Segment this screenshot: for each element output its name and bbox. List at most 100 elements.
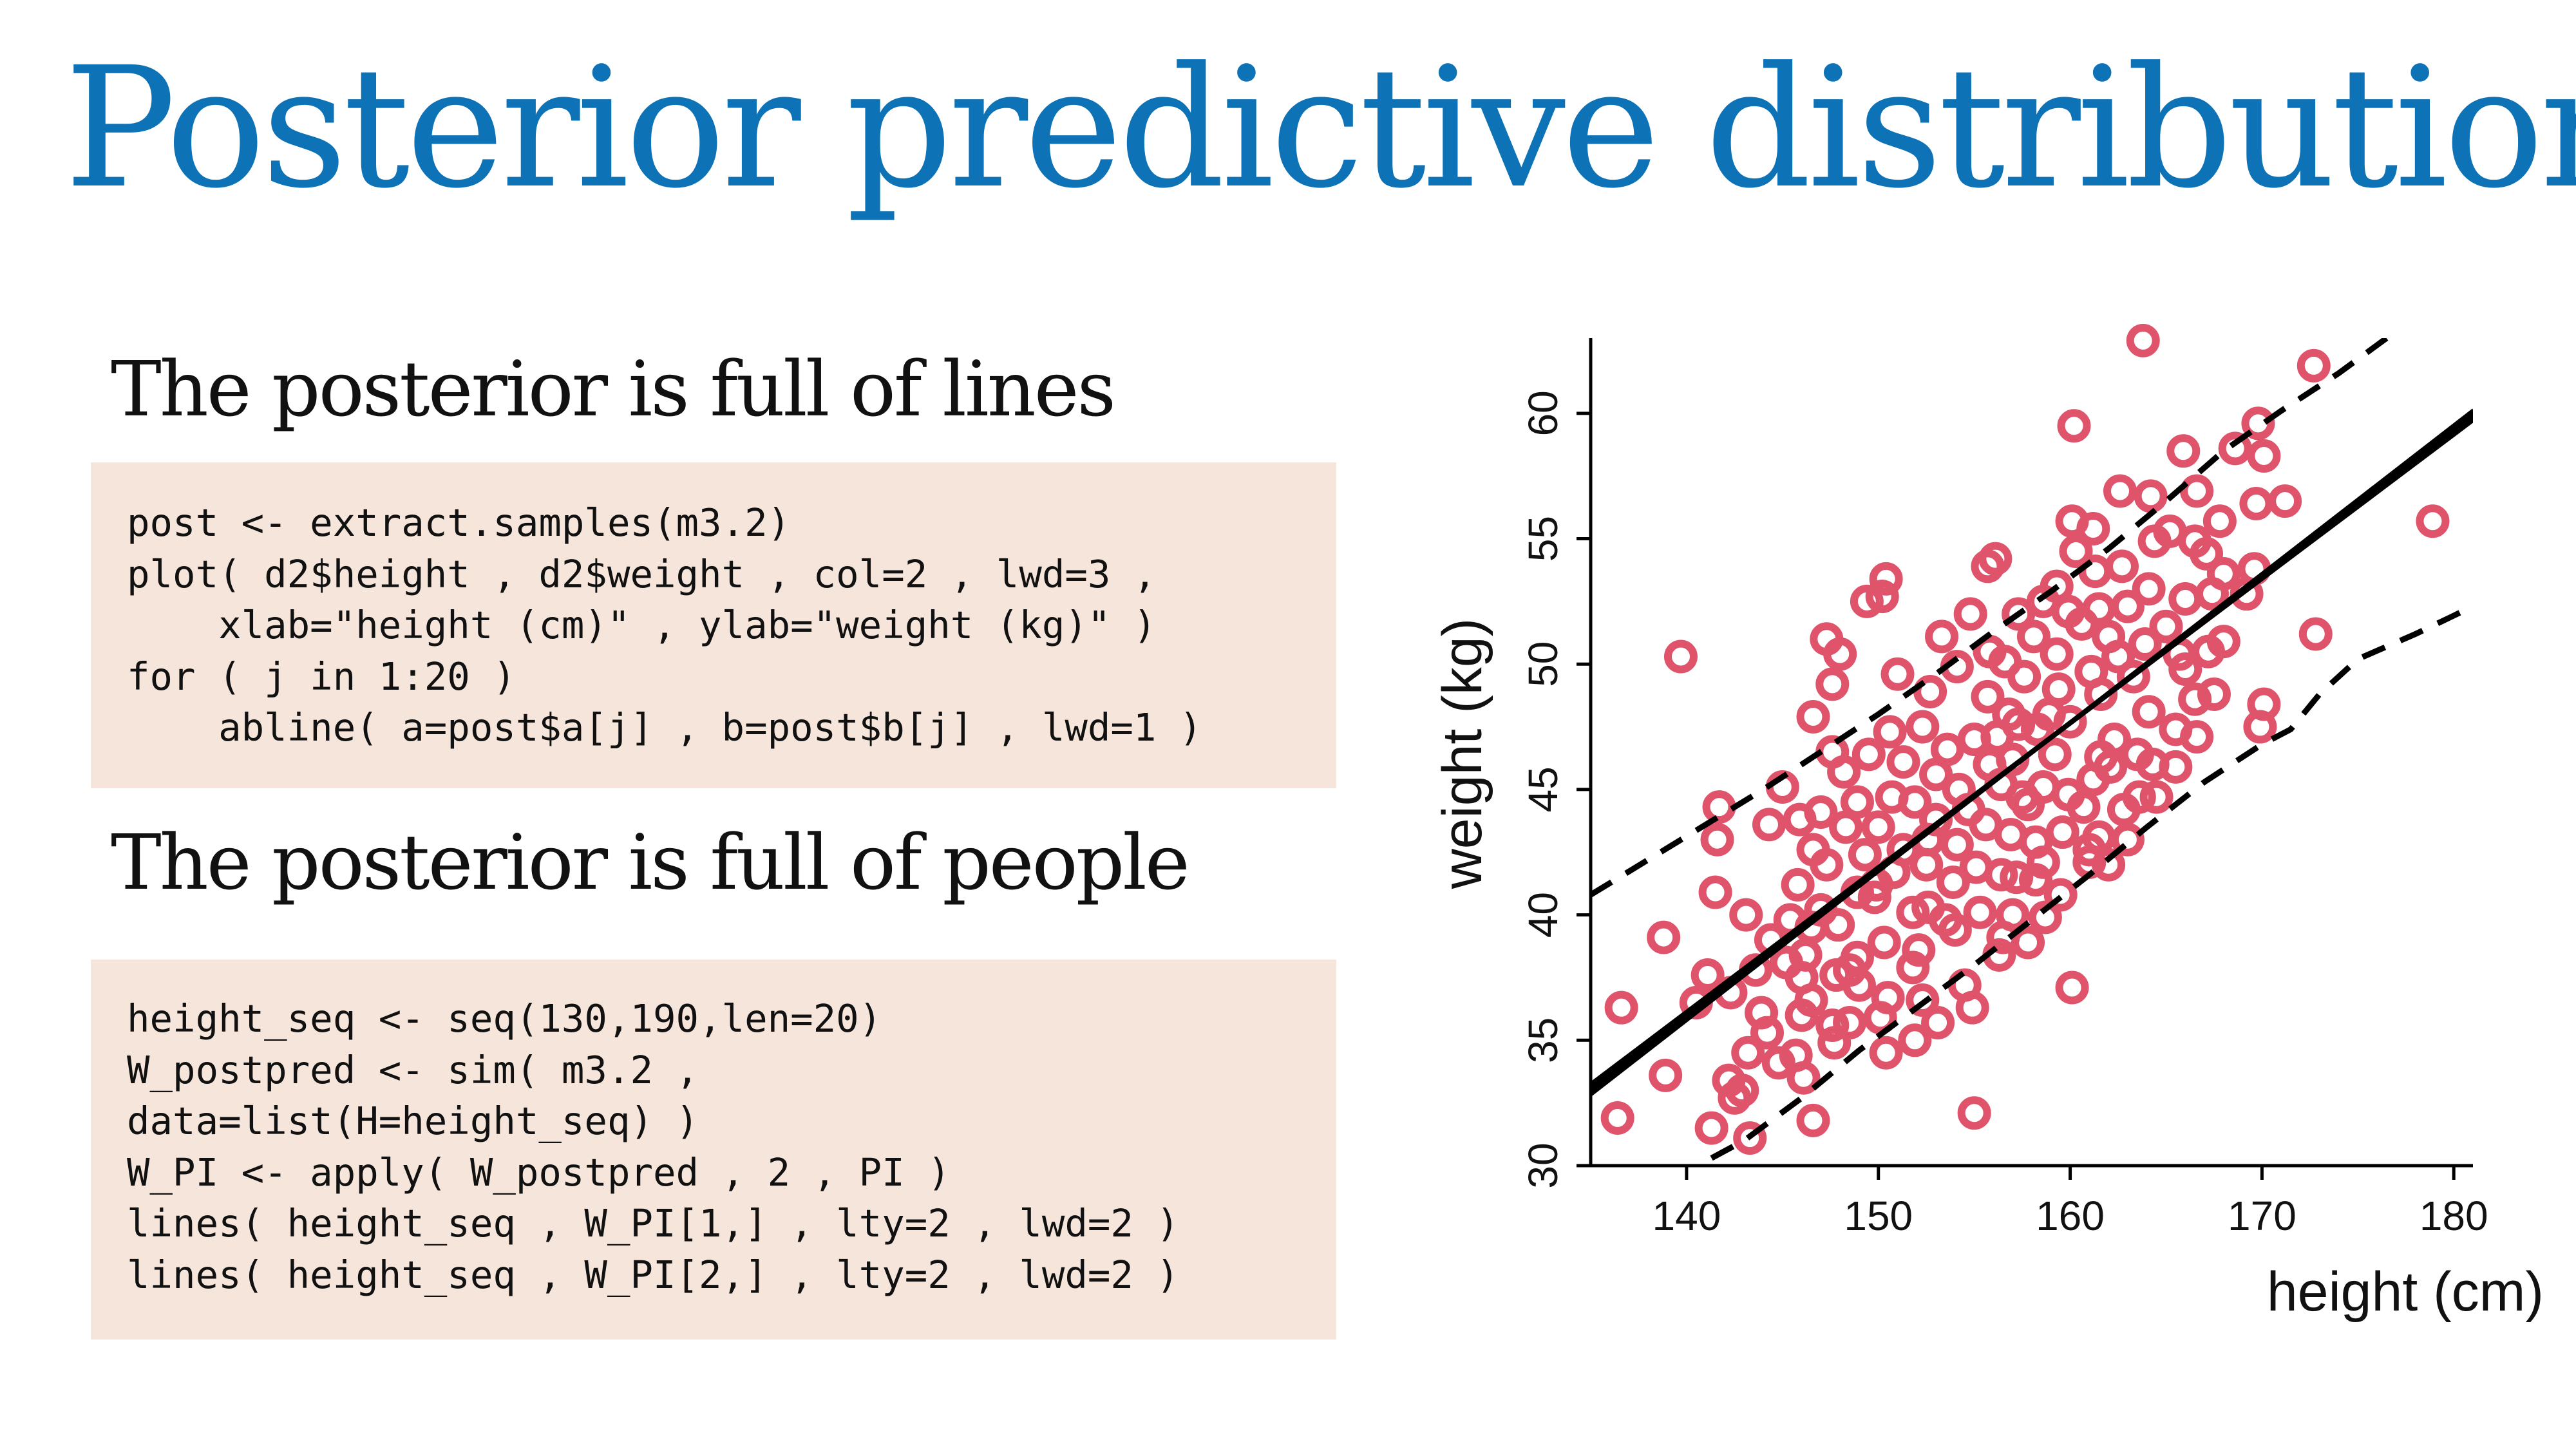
data-point — [2239, 487, 2273, 520]
data-point — [2243, 710, 2277, 744]
code-line: W_PI <- apply( W_postpred , 2 , PI ) — [127, 1150, 951, 1195]
data-point — [1698, 875, 1732, 909]
data-point — [1930, 732, 1964, 766]
ticks: 140 150 160 170 180 30 35 40 45 50 55 60 — [1520, 390, 2488, 1239]
data-point — [1833, 953, 1867, 987]
data-point — [2195, 577, 2229, 611]
data-point — [2059, 534, 2093, 568]
data-point — [2168, 582, 2202, 616]
y-tick-label: 50 — [1520, 641, 1566, 687]
data-point — [1829, 810, 1863, 844]
data-point — [2072, 833, 2107, 867]
data-point — [2094, 750, 2128, 784]
y-axis-label: weight (kg) — [1432, 618, 1493, 890]
data-point — [2134, 479, 2168, 513]
data-point — [1604, 990, 1638, 1025]
data-point — [2416, 504, 2450, 538]
data-point — [1815, 667, 1850, 701]
section-heading-lines: The posterior is full of lines — [111, 345, 1116, 433]
data-point — [2159, 750, 2193, 784]
data-point — [1919, 757, 1953, 791]
data-point — [1810, 848, 1844, 882]
x-tick-label: 160 — [2036, 1193, 2105, 1239]
data-point — [2159, 712, 2193, 746]
data-point — [2016, 620, 2050, 654]
data-point — [2218, 431, 2252, 466]
data-point — [2082, 592, 2116, 626]
data-point — [1919, 802, 1953, 837]
data-point — [1886, 833, 1920, 867]
data-point — [1869, 1036, 1903, 1070]
data-point — [2206, 625, 2240, 659]
data-point — [1906, 983, 1940, 1017]
x-axis-label: height (cm) — [2267, 1261, 2544, 1323]
x-tick-label: 170 — [2228, 1193, 2297, 1239]
points-layer — [1600, 323, 2450, 1155]
data-point — [1978, 542, 2012, 576]
data-point — [1600, 1101, 1634, 1135]
data-point — [1875, 780, 1909, 814]
y-tick-label: 40 — [1520, 892, 1566, 938]
section-heading-people: The posterior is full of people — [111, 818, 1190, 907]
y-tick-label: 45 — [1520, 766, 1566, 812]
code-line: W_postpred <- sim( m3.2 , — [127, 1047, 699, 1092]
data-point — [1663, 639, 1698, 674]
code-line: for ( j in 1:20 ) — [127, 654, 516, 699]
data-point — [1649, 1058, 1683, 1092]
axes — [1589, 338, 2473, 1168]
data-point — [1869, 562, 1903, 596]
data-point — [1840, 785, 1874, 819]
data-point — [1865, 580, 1899, 614]
data-point — [1863, 1001, 1897, 1035]
x-tick-label: 180 — [2420, 1193, 2488, 1239]
data-point — [2122, 780, 2156, 814]
code-line: lines( height_seq , W_PI[2,] , lty=2 , l… — [127, 1252, 1179, 1297]
data-point — [2040, 569, 2074, 603]
data-point — [2018, 863, 2052, 897]
data-point — [1953, 597, 1987, 631]
data-point — [1986, 920, 2020, 954]
data-point — [2149, 609, 2183, 643]
code-line: plot( d2$height , d2$weight , col=2 , lw… — [127, 551, 1157, 596]
data-point — [1963, 895, 1997, 929]
data-point — [1913, 675, 1947, 709]
data-point — [1911, 890, 1946, 924]
code-line: xlab="height (cm)" , ylab="weight (kg)" … — [127, 603, 1157, 647]
data-point — [2002, 707, 2036, 741]
data-point — [2020, 712, 2054, 746]
data-point — [1988, 645, 2022, 679]
data-point — [2076, 511, 2110, 545]
data-point — [1733, 1121, 1767, 1155]
data-point — [2045, 815, 2079, 849]
x-tick-label: 140 — [1653, 1193, 1721, 1239]
data-point — [2011, 788, 2045, 822]
posterior-lines-layer — [1591, 408, 2473, 1097]
code-line: abline( a=post$a[j] , b=post$b[j] , lwd=… — [127, 705, 1202, 750]
data-point — [2168, 652, 2202, 686]
data-point — [2110, 822, 2145, 857]
data-point — [1940, 828, 1974, 862]
data-point — [2000, 860, 2034, 895]
y-tick-label: 30 — [1520, 1142, 1566, 1188]
posterior-line — [1591, 413, 2473, 1092]
data-point — [1781, 867, 1815, 902]
data-point — [1804, 893, 1838, 927]
data-point — [2268, 484, 2302, 518]
data-point — [1886, 745, 1920, 779]
data-point — [1752, 808, 1786, 842]
data-point — [2103, 474, 2137, 508]
data-point — [2040, 637, 2074, 671]
data-point — [1815, 735, 1850, 769]
data-point — [1690, 958, 1725, 992]
data-point — [2128, 627, 2162, 661]
data-point — [1896, 895, 1930, 929]
data-point — [1898, 1023, 1932, 1057]
data-point — [2178, 682, 2212, 716]
code-block-people: height_seq <- seq(130,190,len=20) W_post… — [91, 960, 1336, 1340]
data-point — [2092, 620, 2126, 654]
data-point — [1804, 795, 1838, 829]
data-point — [1810, 622, 1844, 656]
data-point — [1848, 838, 1882, 872]
data-point — [1921, 1006, 1955, 1040]
